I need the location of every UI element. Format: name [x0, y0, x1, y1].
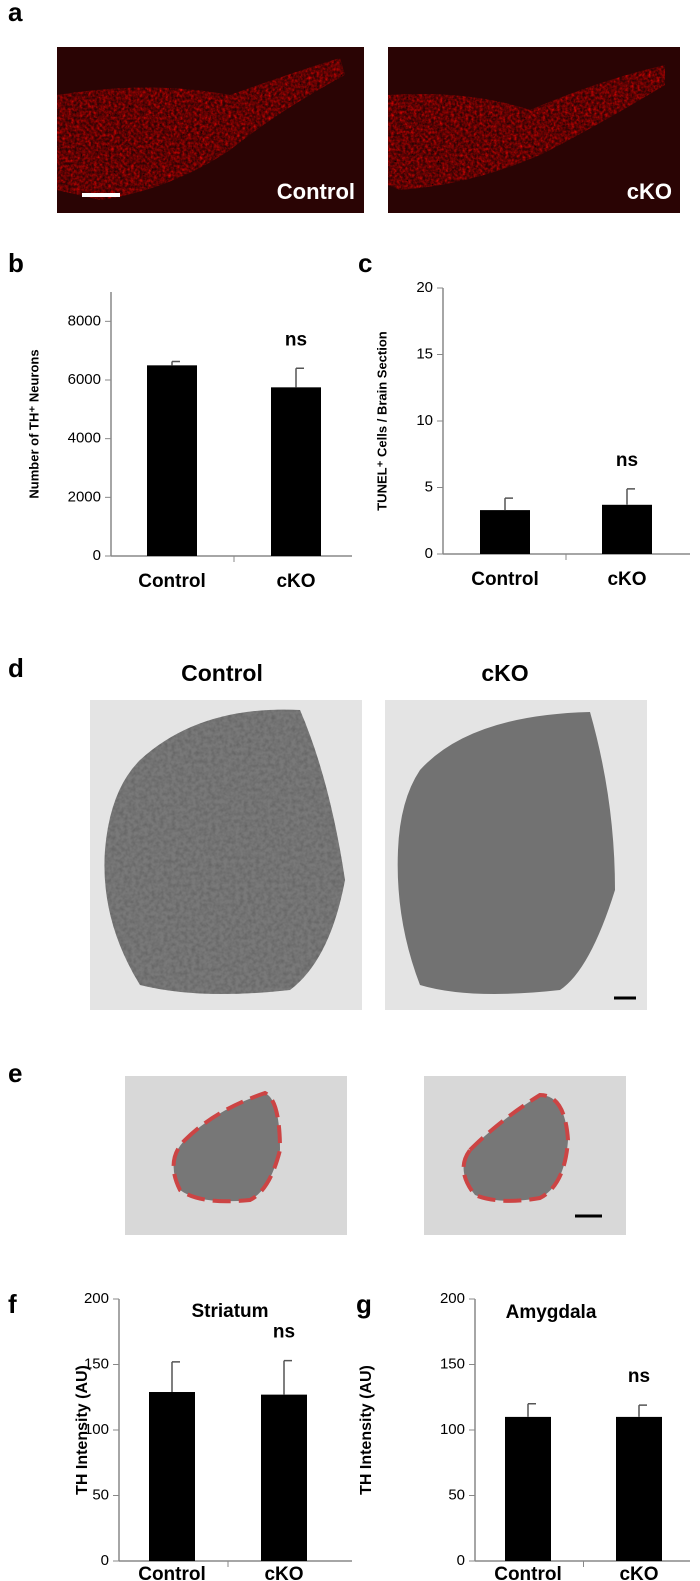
x-tick-label: cKO [264, 1564, 303, 1581]
micrograph [125, 1076, 347, 1235]
y-tick-label: 4000 [68, 430, 101, 447]
y-tick-label: 100 [440, 1421, 465, 1438]
y-tick-label: 5 [425, 478, 433, 495]
error-bar [626, 488, 635, 505]
bar [480, 510, 530, 554]
bar [149, 1392, 195, 1561]
y-tick-label: 10 [416, 412, 433, 429]
error-bar [504, 497, 513, 511]
error-bar [171, 360, 180, 366]
y-tick-label: 0 [457, 1552, 465, 1569]
chart-title: Amygdala [506, 1302, 597, 1323]
y-tick-label: 50 [448, 1486, 465, 1503]
y-tick-label: 2000 [68, 488, 101, 505]
error-bar [527, 1403, 536, 1417]
y-tick-label: 150 [440, 1355, 465, 1372]
image-title: Control [181, 660, 263, 686]
y-tick-label: 0 [101, 1552, 109, 1569]
y-tick-label: 100 [84, 1421, 109, 1438]
y-axis-label: TH Intensity (AU) [358, 1365, 375, 1495]
x-tick-label: cKO [607, 569, 646, 590]
x-tick-label: Control [138, 571, 206, 592]
x-tick-label: Control [494, 1564, 562, 1581]
micrograph: cKO [388, 47, 680, 213]
y-tick-label: 0 [93, 547, 101, 564]
panel-label: e [8, 1058, 22, 1088]
panel-label: g [356, 1289, 372, 1319]
annotation: ns [285, 329, 307, 350]
x-tick-label: cKO [619, 1564, 658, 1581]
bar [602, 504, 652, 554]
panel-label: a [8, 0, 23, 27]
micrograph [424, 1076, 626, 1235]
image-label: cKO [627, 179, 672, 204]
y-tick-label: 8000 [68, 312, 101, 329]
x-tick-label: Control [471, 569, 539, 590]
y-axis-label: TH Intensity (AU) [74, 1365, 91, 1495]
y-tick-label: 50 [92, 1486, 109, 1503]
error-bar [171, 1361, 180, 1393]
bar [147, 365, 197, 556]
y-tick-label: 150 [84, 1355, 109, 1372]
error-bar [295, 367, 304, 388]
error-bar [283, 1359, 292, 1395]
y-axis-label: Number of TH⁺ Neurons [26, 349, 41, 498]
bar [261, 1394, 307, 1561]
y-tick-label: 200 [84, 1290, 109, 1307]
x-tick-label: cKO [276, 571, 315, 592]
panel-label: f [8, 1289, 17, 1319]
chart-title: Striatum [191, 1301, 268, 1322]
y-tick-label: 0 [425, 545, 433, 562]
image-title: cKO [481, 660, 528, 686]
annotation: ns [273, 1322, 295, 1343]
bar [505, 1416, 551, 1561]
bar [271, 387, 321, 556]
image-label: Control [277, 179, 355, 204]
panel-label: d [8, 653, 24, 683]
micrograph [385, 700, 647, 1010]
y-tick-label: 20 [416, 279, 433, 296]
x-tick-label: Control [138, 1564, 206, 1581]
bar [616, 1416, 662, 1561]
y-tick-label: 15 [416, 345, 433, 362]
annotation: ns [628, 1366, 650, 1387]
y-axis-label: TUNEL⁺ Cells / Brain Section [374, 331, 389, 511]
y-tick-label: 6000 [68, 371, 101, 388]
micrograph: Control [57, 47, 364, 213]
panel-label: c [358, 248, 372, 278]
micrograph [90, 700, 362, 1010]
panel-label: b [8, 248, 24, 278]
error-bar [638, 1404, 647, 1417]
annotation: ns [616, 450, 638, 471]
y-tick-label: 200 [440, 1290, 465, 1307]
